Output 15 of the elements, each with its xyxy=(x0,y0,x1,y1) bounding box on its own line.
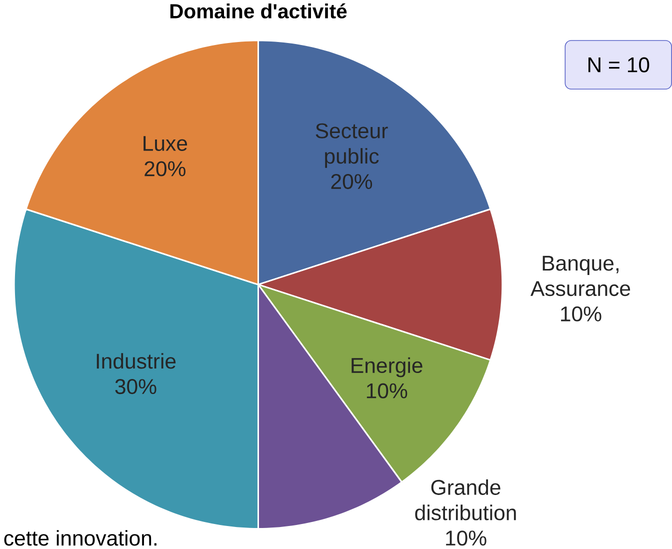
data-label: 10% xyxy=(561,306,602,322)
data-label: 10% xyxy=(366,383,408,398)
text: N = 10 xyxy=(588,57,650,72)
slice-label: Luxe xyxy=(144,136,188,151)
slice-label: Secteur public xyxy=(316,123,388,168)
slice-label: Industrie xyxy=(96,353,176,369)
data-label: 30% xyxy=(115,378,156,394)
text: cette innovation. xyxy=(4,530,156,546)
slice-label: Grande distribution xyxy=(415,479,516,520)
data-label: 20% xyxy=(331,174,372,190)
slice-label: Energie xyxy=(352,357,422,378)
chart-title: Domaine d'activité xyxy=(170,3,347,18)
data-label: 20% xyxy=(144,161,186,176)
data-label: 10% xyxy=(446,530,486,546)
slice-label: Banque, Assurance xyxy=(530,256,630,296)
